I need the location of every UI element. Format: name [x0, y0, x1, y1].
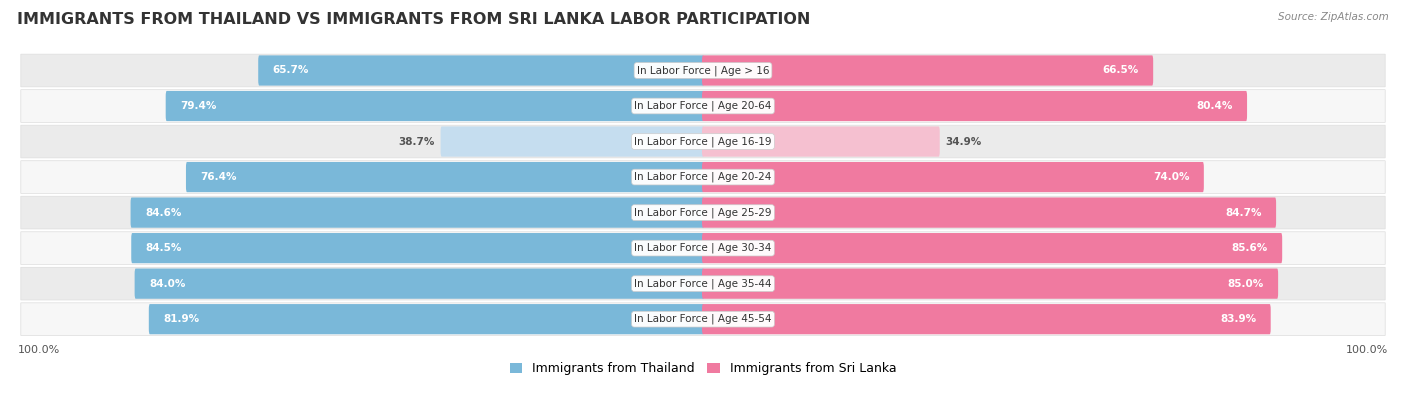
FancyBboxPatch shape — [702, 304, 1271, 334]
FancyBboxPatch shape — [21, 161, 1385, 194]
Text: 84.5%: 84.5% — [146, 243, 183, 253]
FancyBboxPatch shape — [21, 196, 1385, 229]
Text: 81.9%: 81.9% — [163, 314, 200, 324]
Text: 74.0%: 74.0% — [1153, 172, 1189, 182]
Text: 66.5%: 66.5% — [1102, 66, 1139, 75]
FancyBboxPatch shape — [21, 303, 1385, 335]
Text: 65.7%: 65.7% — [273, 66, 309, 75]
Text: Source: ZipAtlas.com: Source: ZipAtlas.com — [1278, 12, 1389, 22]
FancyBboxPatch shape — [702, 91, 1247, 121]
Text: 84.6%: 84.6% — [145, 208, 181, 218]
Text: 79.4%: 79.4% — [180, 101, 217, 111]
FancyBboxPatch shape — [149, 304, 704, 334]
Text: 38.7%: 38.7% — [398, 137, 434, 147]
Text: 100.0%: 100.0% — [1347, 345, 1389, 355]
Text: In Labor Force | Age 16-19: In Labor Force | Age 16-19 — [634, 136, 772, 147]
FancyBboxPatch shape — [21, 232, 1385, 265]
FancyBboxPatch shape — [702, 198, 1277, 228]
FancyBboxPatch shape — [21, 125, 1385, 158]
FancyBboxPatch shape — [702, 55, 1153, 86]
FancyBboxPatch shape — [702, 233, 1282, 263]
Text: 84.0%: 84.0% — [149, 278, 186, 289]
Text: IMMIGRANTS FROM THAILAND VS IMMIGRANTS FROM SRI LANKA LABOR PARTICIPATION: IMMIGRANTS FROM THAILAND VS IMMIGRANTS F… — [17, 12, 810, 27]
Text: In Labor Force | Age 25-29: In Labor Force | Age 25-29 — [634, 207, 772, 218]
Legend: Immigrants from Thailand, Immigrants from Sri Lanka: Immigrants from Thailand, Immigrants fro… — [505, 357, 901, 380]
Text: In Labor Force | Age 30-34: In Labor Force | Age 30-34 — [634, 243, 772, 253]
Text: In Labor Force | Age 45-54: In Labor Force | Age 45-54 — [634, 314, 772, 324]
FancyBboxPatch shape — [21, 90, 1385, 122]
FancyBboxPatch shape — [440, 126, 704, 157]
FancyBboxPatch shape — [131, 233, 704, 263]
Text: In Labor Force | Age 20-24: In Labor Force | Age 20-24 — [634, 172, 772, 182]
FancyBboxPatch shape — [702, 269, 1278, 299]
Text: 80.4%: 80.4% — [1197, 101, 1233, 111]
FancyBboxPatch shape — [131, 198, 704, 228]
Text: 85.6%: 85.6% — [1232, 243, 1268, 253]
FancyBboxPatch shape — [259, 55, 704, 86]
Text: In Labor Force | Age 35-44: In Labor Force | Age 35-44 — [634, 278, 772, 289]
FancyBboxPatch shape — [186, 162, 704, 192]
FancyBboxPatch shape — [702, 162, 1204, 192]
Text: 76.4%: 76.4% — [201, 172, 238, 182]
FancyBboxPatch shape — [21, 54, 1385, 87]
Text: In Labor Force | Age 20-64: In Labor Force | Age 20-64 — [634, 101, 772, 111]
Text: 83.9%: 83.9% — [1220, 314, 1256, 324]
Text: 34.9%: 34.9% — [945, 137, 981, 147]
Text: 100.0%: 100.0% — [17, 345, 59, 355]
FancyBboxPatch shape — [166, 91, 704, 121]
Text: 85.0%: 85.0% — [1227, 278, 1264, 289]
FancyBboxPatch shape — [702, 126, 939, 157]
Text: In Labor Force | Age > 16: In Labor Force | Age > 16 — [637, 65, 769, 76]
FancyBboxPatch shape — [21, 267, 1385, 300]
FancyBboxPatch shape — [135, 269, 704, 299]
Text: 84.7%: 84.7% — [1225, 208, 1261, 218]
